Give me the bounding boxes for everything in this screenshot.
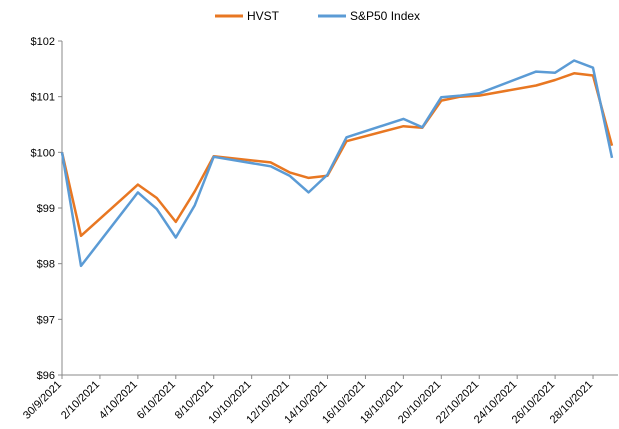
x-tick-label: 6/10/2021 xyxy=(135,379,178,422)
x-tick-label: 4/10/2021 xyxy=(97,379,140,422)
line-series xyxy=(60,59,614,268)
y-tick-label: $100 xyxy=(31,147,55,159)
y-tick-label: $96 xyxy=(37,370,55,382)
x-tick-label: 30/9/2021 xyxy=(21,379,64,422)
legend-label: S&P50 Index xyxy=(350,9,420,23)
legend-label: HVST xyxy=(247,9,280,23)
x-tick-label: 2/10/2021 xyxy=(59,379,102,422)
y-tick-label: $99 xyxy=(37,203,55,215)
y-tick-label: $97 xyxy=(37,314,55,326)
y-tick-label: $98 xyxy=(37,259,55,271)
y-tick-label: $102 xyxy=(31,36,55,48)
y-tick-label: $101 xyxy=(31,92,55,104)
